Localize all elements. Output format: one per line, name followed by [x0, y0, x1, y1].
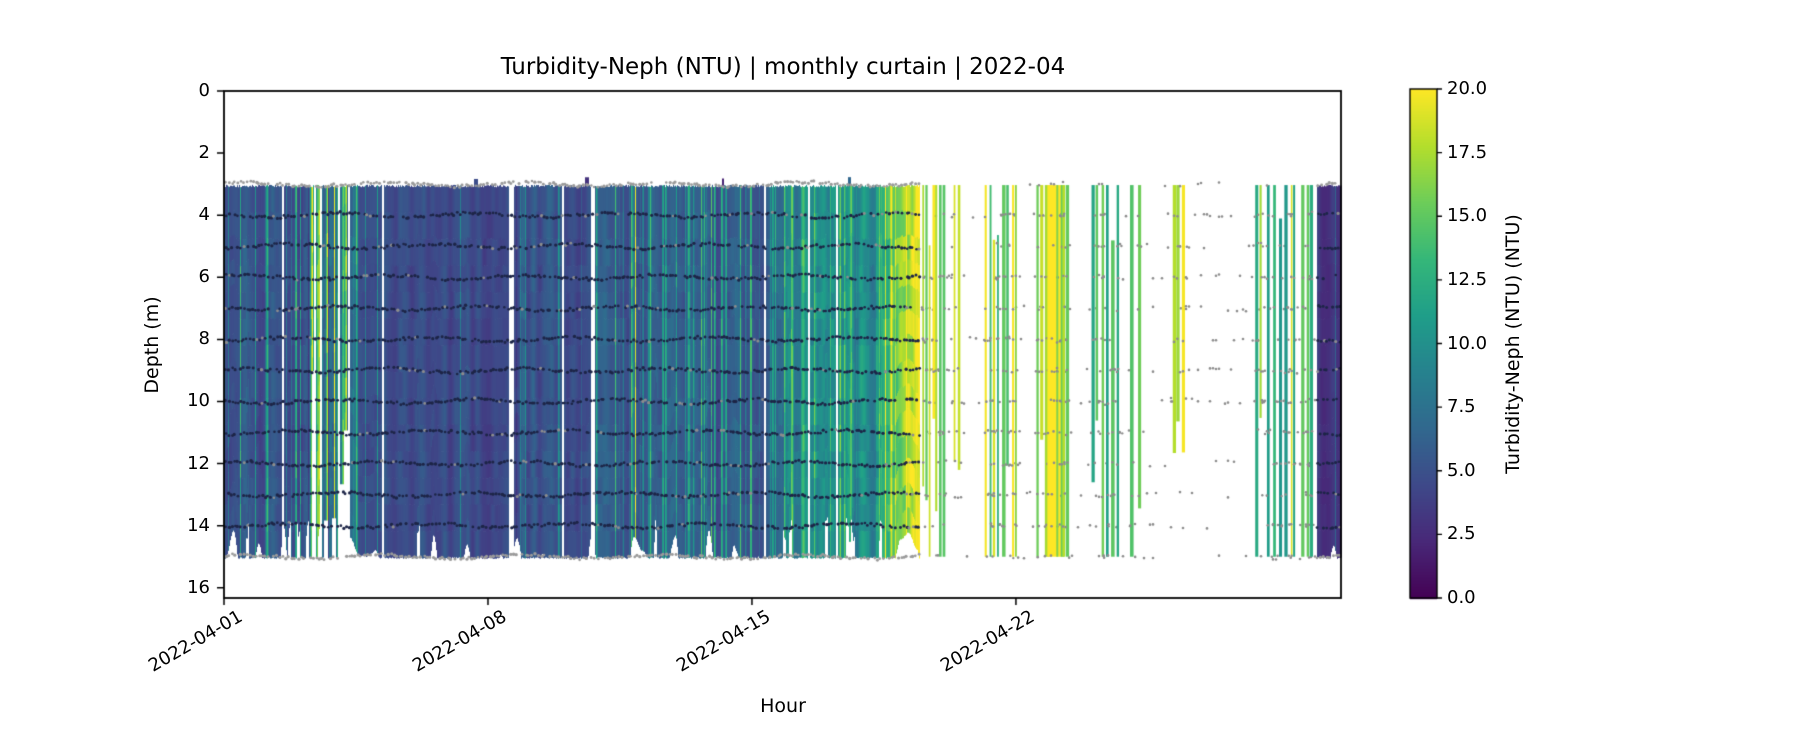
colorbar-tick-label: 2.5 — [1447, 523, 1476, 545]
x-axis-label: Hour — [760, 695, 806, 717]
colorbar-tick-label: 15.0 — [1447, 205, 1488, 227]
colorbar-tick-label: 7.5 — [1447, 396, 1476, 418]
colorbar-tick-label: 0.0 — [1447, 587, 1476, 608]
x-tick-label: 2022-04-15 — [673, 606, 775, 677]
y-tick-label: 6 — [198, 266, 210, 288]
plot-title: Turbidity-Neph (NTU) | monthly curtain |… — [500, 54, 1066, 80]
y-tick-label: 16 — [187, 576, 210, 598]
y-tick-label: 12 — [187, 452, 210, 474]
y-tick-label: 14 — [187, 514, 210, 536]
x-tick-label: 2022-04-08 — [409, 606, 511, 677]
y-tick-label: 0 — [198, 80, 210, 101]
y-tick-label: 8 — [198, 328, 210, 350]
colorbar-tick-label: 10.0 — [1447, 332, 1488, 354]
y-tick-label: 4 — [198, 204, 210, 226]
colorbar-tick-label: 5.0 — [1447, 459, 1476, 481]
y-tick-label: 10 — [187, 390, 210, 412]
x-tick-label: 2022-04-01 — [145, 606, 247, 677]
x-tick-label: 2022-04-22 — [937, 606, 1039, 677]
colorbar-tick-label: 17.5 — [1447, 141, 1488, 163]
colorbar-tick-label: 20.0 — [1447, 78, 1488, 99]
colorbar-tick-label: 12.5 — [1447, 268, 1488, 290]
y-tick-label: 2 — [198, 142, 210, 164]
